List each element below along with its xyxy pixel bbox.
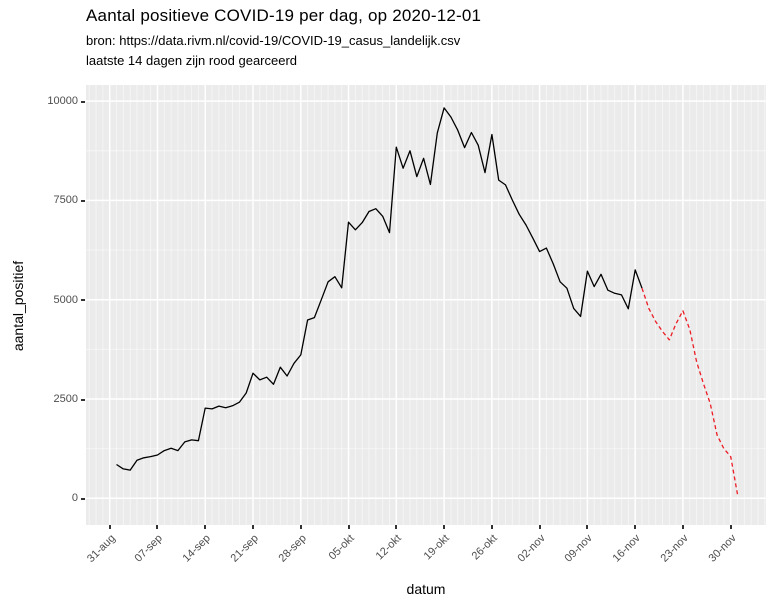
y-tick-label: 2500 [53,393,78,405]
x-tick-mark [299,525,302,529]
x-tick-mark [204,525,207,529]
x-tick-mark [729,525,732,529]
y-tick-mark [81,497,85,500]
y-tick-label: 5000 [53,293,78,306]
panel-background [86,85,766,525]
chart-panel [86,85,766,525]
x-tick-mark [681,525,684,529]
y-tick-mark [81,100,85,103]
x-tick-mark [443,525,446,529]
y-tick-mark [81,199,85,202]
y-tick-mark [81,299,85,302]
x-tick-mark [395,525,398,529]
x-tick-mark [252,525,254,529]
x-tick-mark [156,525,159,529]
subtitle-source: bron: https://data.rivm.nl/covid-19/COVI… [86,33,461,48]
x-tick-mark [586,525,589,529]
x-axis-title: datum [406,581,446,597]
line-chart [86,85,766,525]
x-tick-mark [108,525,111,529]
series-line-black [116,107,643,471]
x-tick-mark [634,525,637,529]
x-tick-mark [347,525,350,529]
page-title: Aantal positieve COVID-19 per dag, op 20… [86,6,482,25]
y-tick-label: 10000 [47,95,78,108]
x-tick-mark [538,525,541,529]
y-tick-mark [81,398,85,401]
y-tick-label: 0 [71,492,78,505]
subtitle-note: laatste 14 dagen zijn rood gearceerd [86,53,298,68]
y-tick-label: 7500 [53,194,78,207]
x-tick-mark [490,525,493,529]
